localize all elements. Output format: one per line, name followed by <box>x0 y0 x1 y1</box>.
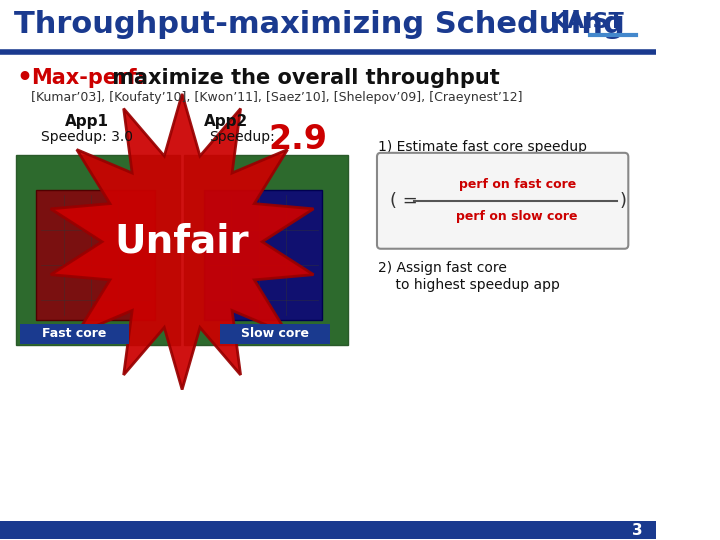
Bar <box>0 522 656 539</box>
Text: [Kumar’03], [Koufaty’10], [Kwon’11], [Saez’10], [Shelepov’09], [Craeynest’12]: [Kumar’03], [Koufaty’10], [Kwon’11], [Sa… <box>31 91 523 104</box>
Text: •: • <box>17 66 32 90</box>
Text: perf on slow core: perf on slow core <box>456 210 578 223</box>
Text: to highest speedup app: to highest speedup app <box>378 278 559 292</box>
FancyBboxPatch shape <box>377 153 629 249</box>
Text: maximize the overall throughput: maximize the overall throughput <box>104 68 500 88</box>
Bar <box>17 155 180 345</box>
Text: Speedup: 3.0: Speedup: 3.0 <box>40 130 132 144</box>
Text: 1) Estimate fast core speedup: 1) Estimate fast core speedup <box>378 140 587 154</box>
Text: Max-perf:: Max-perf: <box>31 68 145 88</box>
Text: Unfair: Unfair <box>114 222 249 261</box>
Text: perf on fast core: perf on fast core <box>459 178 576 191</box>
Text: ): ) <box>619 192 626 210</box>
Text: App1: App1 <box>65 114 109 130</box>
Text: Slow core: Slow core <box>241 327 309 340</box>
Bar <box>37 190 155 320</box>
Text: ( =: ( = <box>390 192 418 210</box>
Text: 3: 3 <box>632 523 643 538</box>
Bar <box>204 190 323 320</box>
Bar <box>220 323 330 343</box>
Bar <box>20 323 130 343</box>
Text: Throughput-maximizing Scheduling: Throughput-maximizing Scheduling <box>14 10 624 39</box>
Text: Speedup:: Speedup: <box>210 130 275 144</box>
Text: KAIST: KAIST <box>550 12 624 32</box>
Text: 2.9: 2.9 <box>269 123 328 157</box>
Bar <box>184 155 348 345</box>
Text: 2) Assign fast core: 2) Assign fast core <box>378 261 507 275</box>
Text: Fast core: Fast core <box>42 327 107 340</box>
Text: App2: App2 <box>204 114 248 130</box>
Polygon shape <box>50 94 313 389</box>
